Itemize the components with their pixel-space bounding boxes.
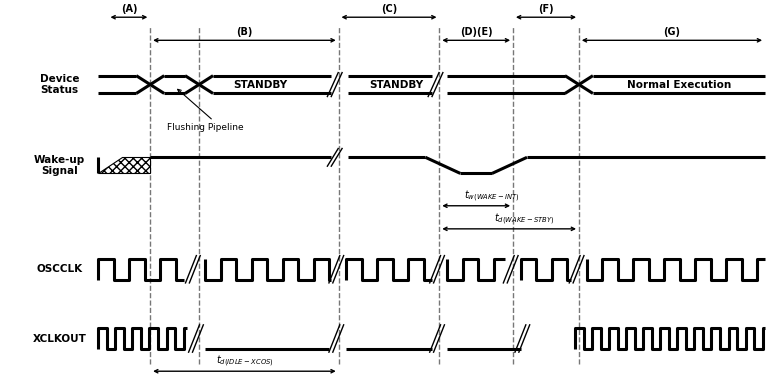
Text: Normal Execution: Normal Execution: [627, 80, 731, 90]
Text: $t_{d(WAKE-STBY)}$: $t_{d(WAKE-STBY)}$: [494, 211, 555, 227]
Text: $t_{d(IDLE-XCOS)}$: $t_{d(IDLE-XCOS)}$: [216, 354, 273, 369]
Text: (F): (F): [538, 4, 554, 14]
Text: STANDBY: STANDBY: [233, 80, 287, 90]
Text: (B): (B): [237, 27, 253, 37]
Text: $t_{w(WAKE-INT)}$: $t_{w(WAKE-INT)}$: [464, 189, 520, 204]
Polygon shape: [98, 157, 150, 173]
Text: (D)(E): (D)(E): [460, 27, 492, 37]
Text: (C): (C): [381, 4, 397, 14]
Text: Flushing Pipeline: Flushing Pipeline: [167, 123, 244, 132]
Text: (G): (G): [664, 27, 681, 37]
Text: Wake-up
Signal: Wake-up Signal: [34, 154, 85, 176]
Text: XCLKOUT: XCLKOUT: [33, 334, 86, 343]
Text: (A): (A): [121, 4, 137, 14]
Text: STANDBY: STANDBY: [370, 80, 424, 90]
Text: Device
Status: Device Status: [40, 74, 79, 95]
Text: OSCCLK: OSCCLK: [37, 264, 82, 274]
